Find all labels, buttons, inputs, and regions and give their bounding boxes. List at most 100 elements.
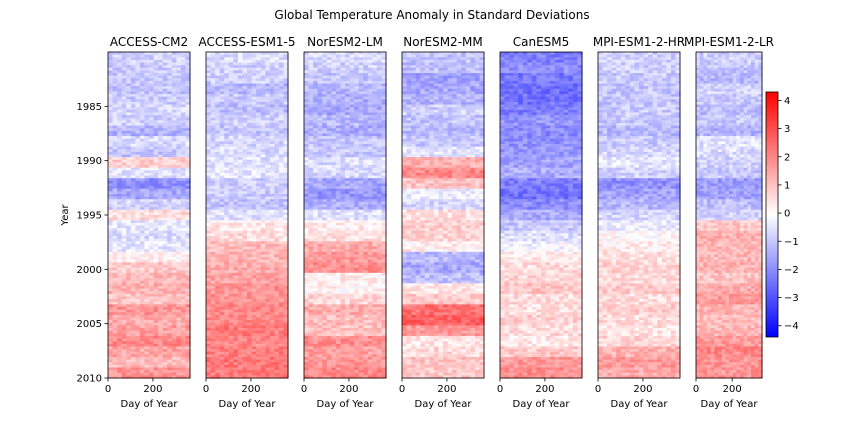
heatmap-cell	[130, 67, 136, 71]
heatmap-cell	[158, 262, 164, 266]
heatmap-cell	[130, 201, 136, 206]
heatmap-cell	[171, 157, 177, 161]
heatmap-cell	[171, 222, 177, 227]
heatmap-cell	[130, 120, 136, 124]
heatmap-cell	[126, 133, 132, 137]
heatmap-cell	[167, 133, 173, 137]
heatmap-cell	[112, 78, 118, 82]
heatmap-cell	[153, 101, 159, 106]
heatmap-cell	[180, 288, 187, 292]
heatmap-cell	[121, 78, 127, 82]
heatmap-cell	[158, 136, 164, 140]
heatmap-cell	[135, 133, 141, 137]
heatmap-cell	[176, 151, 182, 156]
heatmap-cell	[135, 343, 141, 348]
heatmap-cell	[162, 73, 168, 77]
heatmap-cell	[158, 57, 164, 61]
heatmap-cell	[260, 59, 266, 64]
heatmap-cell	[185, 109, 191, 114]
heatmap-cell	[185, 375, 191, 379]
heatmap-cell	[112, 65, 118, 69]
heatmap-cell	[139, 215, 146, 219]
heatmap-cell	[112, 112, 118, 116]
heatmap-cell	[158, 241, 164, 245]
heatmap-cell	[162, 136, 168, 140]
heatmap-cell	[149, 375, 155, 379]
heatmap-cell	[185, 196, 191, 200]
heatmap-cell	[144, 154, 150, 158]
heatmap-cell	[135, 375, 141, 379]
heatmap-cell	[153, 225, 159, 229]
heatmap-cell	[135, 107, 141, 111]
heatmap-cell	[269, 59, 275, 64]
heatmap-cell	[171, 78, 177, 82]
heatmap-cell	[153, 233, 159, 237]
heatmap-cell	[121, 80, 127, 85]
heatmap-cell	[167, 154, 173, 158]
heatmap-cell	[180, 243, 187, 248]
heatmap-cell	[121, 117, 127, 121]
heatmap-cell	[158, 191, 164, 195]
heatmap-cell	[149, 307, 155, 311]
heatmap-cell	[176, 257, 182, 261]
heatmap-cell	[135, 296, 141, 300]
heatmap-cell	[112, 115, 118, 119]
heatmap-cell	[121, 209, 127, 213]
heatmap-cell	[176, 122, 182, 127]
heatmap-cell	[121, 186, 127, 190]
heatmap-cell	[117, 99, 123, 103]
heatmap-cell	[162, 151, 168, 156]
heatmap-cell	[121, 285, 127, 290]
heatmap-cell	[108, 101, 114, 106]
heatmap-cell	[247, 52, 253, 56]
heatmap-cell	[130, 257, 136, 261]
heatmap-cell	[233, 67, 239, 71]
heatmap-cell	[112, 267, 118, 271]
heatmap-cell	[130, 193, 136, 198]
heatmap-cell	[139, 330, 146, 334]
heatmap-cell	[167, 94, 173, 98]
heatmap-cell	[176, 283, 182, 287]
heatmap-cell	[153, 86, 159, 90]
heatmap-cell	[130, 144, 136, 148]
heatmap-cell	[144, 233, 150, 237]
heatmap-cell	[112, 88, 118, 93]
heatmap-cell	[149, 346, 155, 350]
heatmap-cell	[135, 230, 141, 234]
heatmap-cell	[130, 125, 136, 129]
heatmap-cell	[112, 230, 118, 234]
heatmap-cell	[117, 104, 123, 108]
heatmap-cell	[149, 251, 155, 256]
heatmap-cell	[180, 349, 187, 353]
heatmap-cell	[176, 314, 182, 319]
heatmap-cell	[135, 225, 141, 229]
heatmap-cell	[117, 183, 123, 187]
heatmap-cell	[144, 243, 150, 248]
heatmap-cell	[153, 356, 159, 361]
heatmap-cell	[121, 233, 127, 237]
heatmap-cell	[158, 243, 164, 248]
heatmap-cell	[139, 212, 146, 216]
heatmap-cell	[121, 338, 127, 342]
heatmap-cell	[171, 199, 177, 203]
heatmap-cell	[162, 159, 168, 164]
heatmap-cell	[135, 144, 141, 148]
heatmap-cell	[135, 283, 141, 287]
heatmap-cell	[162, 246, 168, 250]
heatmap-cell	[180, 117, 187, 121]
heatmap-cell	[121, 65, 127, 69]
heatmap-cell	[117, 67, 123, 71]
heatmap-cell	[171, 278, 177, 282]
heatmap-cell	[158, 199, 164, 203]
heatmap-cell	[144, 349, 150, 353]
heatmap-cell	[108, 199, 114, 203]
heatmap-cell	[176, 222, 182, 227]
heatmap-cell	[283, 54, 289, 58]
heatmap-cell	[149, 272, 155, 277]
heatmap-cell	[176, 167, 182, 171]
heatmap-cell	[158, 312, 164, 316]
heatmap-cell	[167, 243, 173, 248]
heatmap-cell	[121, 183, 127, 187]
heatmap-cell	[139, 167, 146, 171]
heatmap-cell	[117, 296, 123, 300]
